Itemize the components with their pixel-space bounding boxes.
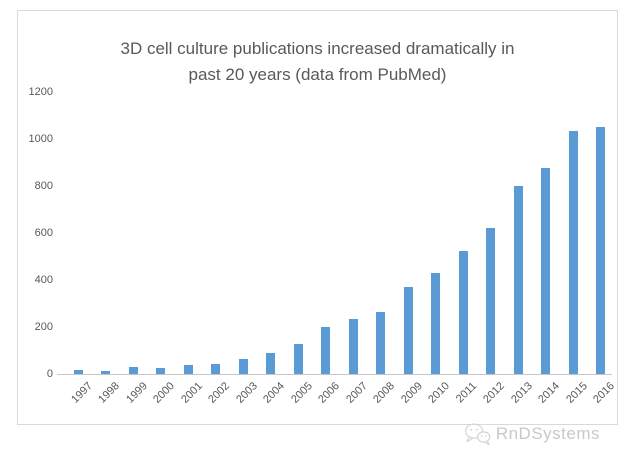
chart-title: 3D cell culture publications increased d… — [17, 36, 618, 88]
chart-title-line2: past 20 years (data from PubMed) — [188, 65, 447, 84]
wechat-icon — [464, 423, 491, 446]
chart-title-line1: 3D cell culture publications increased d… — [120, 39, 515, 58]
watermark: RnDSystems — [464, 421, 600, 447]
watermark-text: RnDSystems — [495, 424, 600, 443]
